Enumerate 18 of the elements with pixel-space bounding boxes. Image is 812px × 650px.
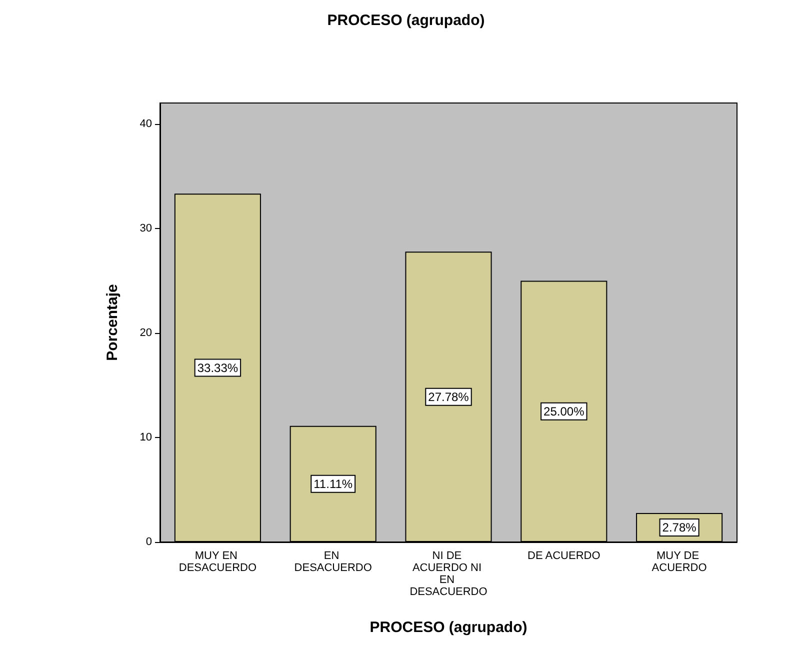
y-tick-label: 10 bbox=[140, 431, 152, 444]
x-axis-title: PROCESO (agrupado) bbox=[370, 619, 528, 636]
x-tick-label: MUY EN DESACUERDO bbox=[178, 550, 257, 574]
x-tick-label: MUY DE ACUERDO bbox=[652, 550, 708, 574]
x-tick-label: DE ACUERDO bbox=[528, 550, 601, 562]
y-tick-label: 20 bbox=[140, 326, 152, 339]
x-tick-label: EN DESACUERDO bbox=[294, 550, 372, 574]
data-label: 27.78% bbox=[428, 390, 470, 404]
data-label: 2.78% bbox=[662, 520, 697, 534]
y-tick-label: 40 bbox=[140, 118, 152, 130]
chart-title: PROCESO (agrupado) bbox=[327, 12, 485, 29]
data-label: 25.00% bbox=[544, 404, 585, 418]
x-tick-label: NI DE ACUERDO NI EN DESACUERDO bbox=[410, 550, 488, 598]
data-label: 11.11% bbox=[314, 476, 353, 491]
y-tick-label: 30 bbox=[140, 222, 152, 234]
y-tick-label: 0 bbox=[146, 536, 152, 548]
data-label: 33.33% bbox=[197, 360, 238, 375]
y-axis-title: Porcentaje bbox=[104, 284, 121, 361]
